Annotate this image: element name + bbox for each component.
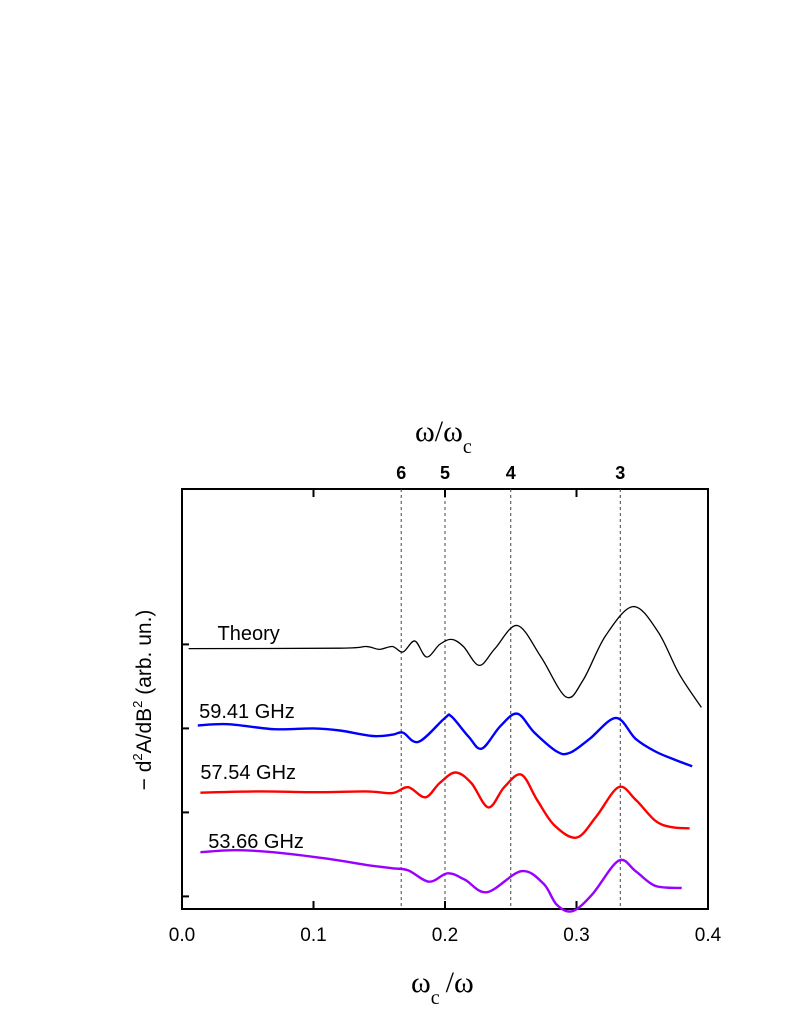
harmonic-label-3: 3 <box>615 463 625 483</box>
harmonic-label-6: 6 <box>396 463 406 483</box>
series-label-59-41-ghz: 59.41 GHz <box>199 701 295 723</box>
series-line-57-54-ghz <box>200 771 690 839</box>
series-label-53-66-ghz: 53.66 GHz <box>208 831 304 853</box>
series-label-57-54-ghz: 57.54 GHz <box>200 762 296 784</box>
x-tick-label: 0.3 <box>563 925 589 946</box>
series-line-59-41-ghz <box>197 712 693 768</box>
series-line-theory <box>188 605 702 708</box>
x-tick-label: 0.2 <box>432 925 458 946</box>
y-axis-label: − d2A/dB2 (arb. un.) <box>130 610 156 791</box>
x-axis-label: ωc/ω <box>411 966 474 1009</box>
harmonic-label-4: 4 <box>506 463 516 483</box>
top-axis-label: ω/ωc <box>415 415 472 458</box>
series-label-theory: Theory <box>218 623 280 645</box>
x-tick-label: 0.4 <box>695 925 722 946</box>
series-line-53-66-ghz <box>200 849 682 913</box>
x-tick-label: 0.1 <box>300 925 326 946</box>
harmonic-label-5: 5 <box>440 463 450 483</box>
x-tick-label: 0.0 <box>169 925 195 946</box>
